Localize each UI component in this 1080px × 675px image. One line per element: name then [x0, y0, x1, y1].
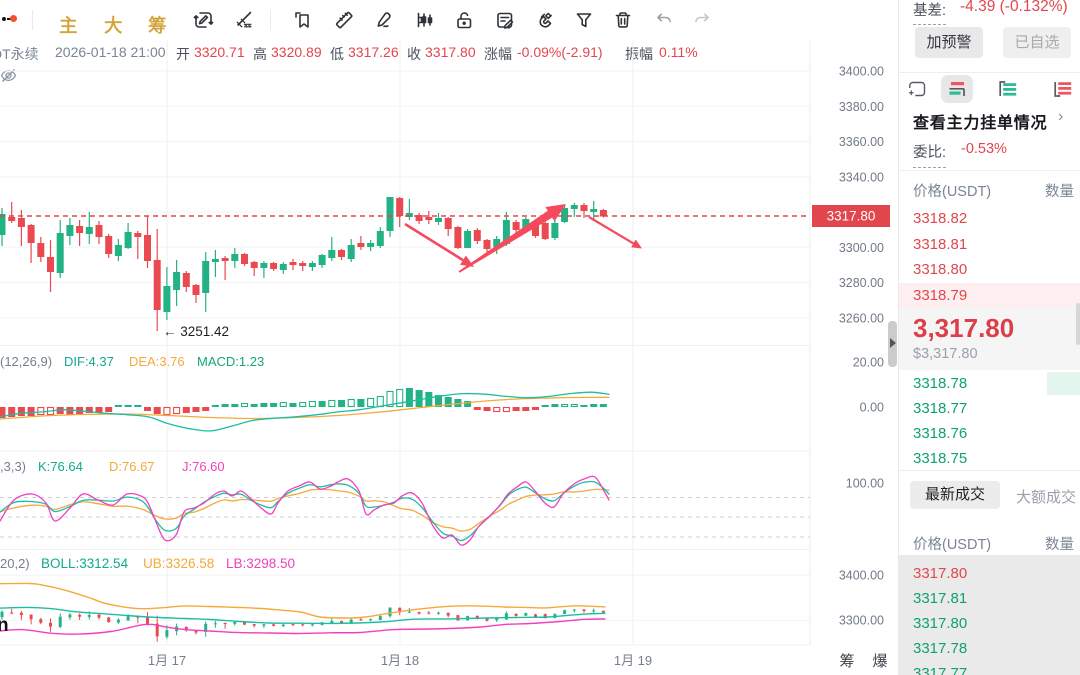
svg-text:20,2): 20,2) [0, 556, 30, 571]
svg-text:BOLL:3312.54: BOLL:3312.54 [41, 556, 129, 571]
svg-text:3300.00: 3300.00 [839, 614, 884, 628]
svg-text:3340.00: 3340.00 [839, 170, 884, 184]
svg-text:n: n [0, 615, 9, 636]
svg-text:20.00: 20.00 [853, 356, 884, 370]
svg-text:K:76.64: K:76.64 [38, 459, 83, 474]
svg-text:3400.00: 3400.00 [839, 569, 884, 583]
svg-text:1月 18: 1月 18 [381, 653, 419, 668]
svg-text:← 3251.42: ← 3251.42 [163, 324, 229, 339]
svg-text:1月 17: 1月 17 [148, 653, 186, 668]
svg-text:3300.00: 3300.00 [839, 241, 884, 255]
svg-text:,3,3): ,3,3) [0, 459, 26, 474]
svg-text:(12,26,9): (12,26,9) [0, 354, 52, 369]
svg-text:D:76.67: D:76.67 [109, 459, 155, 474]
svg-text:3400.00: 3400.00 [839, 65, 884, 79]
svg-text:3280.00: 3280.00 [839, 276, 884, 290]
svg-text:DIF:4.37: DIF:4.37 [64, 354, 114, 369]
svg-text:LB:3298.50: LB:3298.50 [226, 556, 295, 571]
svg-text:J:76.60: J:76.60 [182, 459, 225, 474]
svg-text:3380.00: 3380.00 [839, 100, 884, 114]
svg-text:3317.80: 3317.80 [827, 209, 876, 224]
svg-text:3360.00: 3360.00 [839, 135, 884, 149]
svg-text:UB:3326.58: UB:3326.58 [143, 556, 214, 571]
svg-text:100.00: 100.00 [846, 477, 884, 491]
svg-text:1月 19: 1月 19 [614, 653, 652, 668]
svg-text:DEA:3.76: DEA:3.76 [129, 354, 185, 369]
svg-text:3260.00: 3260.00 [839, 311, 884, 325]
svg-text:MACD:1.23: MACD:1.23 [197, 354, 264, 369]
svg-text:筹: 筹 [839, 653, 854, 670]
svg-text:爆: 爆 [872, 653, 887, 670]
svg-text:0.00: 0.00 [860, 401, 884, 415]
